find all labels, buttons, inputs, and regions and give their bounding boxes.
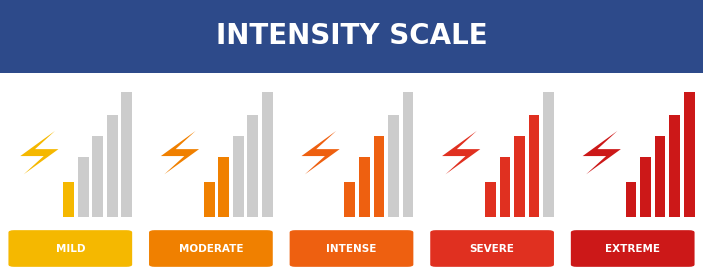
Text: INTENSE: INTENSE	[326, 244, 377, 253]
Text: INTENSITY SCALE: INTENSITY SCALE	[216, 22, 487, 50]
Text: MILD: MILD	[56, 244, 85, 253]
Text: EXTREME: EXTREME	[605, 244, 660, 253]
Text: MODERATE: MODERATE	[179, 244, 243, 253]
Text: SEVERE: SEVERE	[470, 244, 515, 253]
